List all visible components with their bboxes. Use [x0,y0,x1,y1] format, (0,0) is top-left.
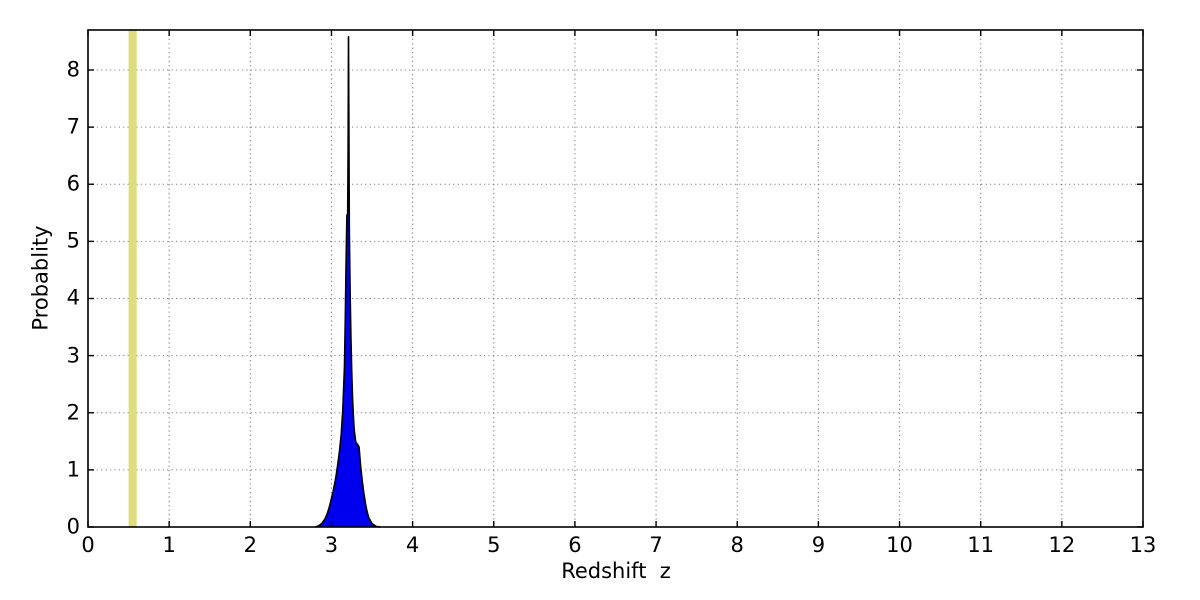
y-tick-label: 8 [66,57,80,82]
x-tick-label: 3 [324,533,339,557]
x-tick-label: 7 [649,533,663,557]
data-series-group [314,36,381,528]
x-tick-label: 6 [568,533,582,557]
tick-marks-group [87,30,1144,528]
x-tick-label: 4 [405,533,420,557]
plot-border [87,29,1144,528]
gridlines-group [88,30,1143,527]
x-tick-label: 9 [811,533,826,557]
x-tick-label: 1 [162,533,176,557]
y-tick-label: 7 [66,114,80,139]
y-tick-label: 2 [66,400,80,425]
annotations-group [128,30,137,527]
y-tick-label: 5 [66,228,80,253]
redshift-pdf-fill [315,36,381,528]
redshift-pdf-outline [314,36,381,528]
spec-z-band [128,30,137,527]
y-tick-label: 6 [66,171,80,196]
x-tick-label: 2 [243,533,257,557]
x-axis-title: Redshift z [561,559,671,583]
y-tick-label: 3 [66,343,80,368]
y-tick-label: 1 [66,457,80,482]
x-tick-label: 12 [1048,533,1076,557]
y-axis-title: Probablity [28,225,53,331]
axes-frame [87,29,1144,528]
x-tick-label: 8 [730,533,744,557]
x-tick-label: 11 [967,533,995,557]
x-tick-label: 13 [1129,533,1157,557]
y-tick-label: 0 [66,514,80,539]
x-tick-label: 10 [886,533,913,557]
x-tick-label: 0 [81,533,95,557]
y-tick-label: 4 [66,285,80,310]
x-tick-label: 5 [487,533,501,557]
